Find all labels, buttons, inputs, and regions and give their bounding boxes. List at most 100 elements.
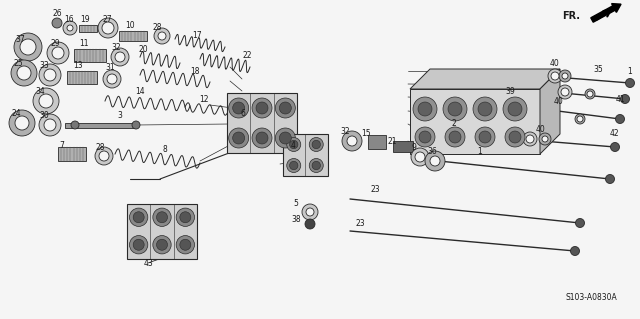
Circle shape xyxy=(99,151,109,161)
Circle shape xyxy=(312,161,321,170)
Circle shape xyxy=(9,110,35,136)
Circle shape xyxy=(176,208,195,226)
Text: 8: 8 xyxy=(163,145,168,153)
Circle shape xyxy=(342,131,362,151)
Circle shape xyxy=(14,33,42,61)
Circle shape xyxy=(233,132,244,144)
Bar xyxy=(393,141,413,152)
Circle shape xyxy=(575,219,584,227)
Circle shape xyxy=(176,236,195,254)
Circle shape xyxy=(587,91,593,97)
Circle shape xyxy=(98,18,118,38)
Circle shape xyxy=(115,52,125,62)
Text: 23: 23 xyxy=(370,184,380,194)
Circle shape xyxy=(256,102,268,114)
Circle shape xyxy=(611,143,620,152)
Text: 32: 32 xyxy=(111,43,121,53)
Circle shape xyxy=(252,128,272,148)
Circle shape xyxy=(129,208,148,226)
Circle shape xyxy=(309,137,323,152)
Circle shape xyxy=(419,131,431,143)
Circle shape xyxy=(103,70,121,88)
Text: 32: 32 xyxy=(340,128,350,137)
Circle shape xyxy=(575,114,585,124)
Polygon shape xyxy=(79,25,97,32)
Text: 1: 1 xyxy=(628,66,632,76)
Circle shape xyxy=(473,97,497,121)
Text: 21: 21 xyxy=(387,137,397,145)
Circle shape xyxy=(430,156,440,166)
Circle shape xyxy=(252,98,272,118)
Text: 18: 18 xyxy=(190,68,200,77)
Text: 40: 40 xyxy=(553,97,563,106)
Circle shape xyxy=(279,102,291,114)
Text: 29: 29 xyxy=(50,39,60,48)
Text: 16: 16 xyxy=(64,16,74,25)
Circle shape xyxy=(570,247,579,256)
Text: 28: 28 xyxy=(152,24,162,33)
Circle shape xyxy=(503,97,527,121)
Text: 26: 26 xyxy=(52,9,62,18)
Circle shape xyxy=(39,64,61,86)
Circle shape xyxy=(411,148,429,166)
Circle shape xyxy=(180,239,191,250)
Text: 27: 27 xyxy=(102,14,112,24)
Circle shape xyxy=(71,121,79,129)
Text: 15: 15 xyxy=(361,130,371,138)
Circle shape xyxy=(287,137,301,152)
Circle shape xyxy=(47,42,69,64)
Circle shape xyxy=(133,239,144,250)
Bar xyxy=(65,123,135,128)
Text: 12: 12 xyxy=(199,94,209,103)
Text: 13: 13 xyxy=(73,62,83,70)
Circle shape xyxy=(425,151,445,171)
Circle shape xyxy=(158,32,166,40)
Circle shape xyxy=(625,78,634,87)
Text: 11: 11 xyxy=(79,39,89,48)
Circle shape xyxy=(15,116,29,130)
Circle shape xyxy=(129,236,148,254)
Circle shape xyxy=(621,94,630,103)
Circle shape xyxy=(95,147,113,165)
Circle shape xyxy=(542,136,548,142)
Polygon shape xyxy=(282,134,328,176)
Circle shape xyxy=(39,114,61,136)
Circle shape xyxy=(153,236,171,254)
Text: 36: 36 xyxy=(427,147,437,157)
Circle shape xyxy=(52,47,64,59)
Text: S103-A0830A: S103-A0830A xyxy=(565,293,617,301)
Bar xyxy=(368,135,386,149)
Circle shape xyxy=(132,121,140,129)
Circle shape xyxy=(107,74,117,84)
Circle shape xyxy=(44,69,56,81)
Text: 22: 22 xyxy=(243,50,252,60)
Circle shape xyxy=(228,128,249,148)
Circle shape xyxy=(577,116,583,122)
Text: 34: 34 xyxy=(35,87,45,97)
Circle shape xyxy=(508,102,522,116)
Text: 6: 6 xyxy=(241,108,245,117)
Circle shape xyxy=(306,208,314,216)
Circle shape xyxy=(63,21,77,35)
Circle shape xyxy=(539,133,551,145)
Text: 3: 3 xyxy=(118,112,122,121)
Text: 31: 31 xyxy=(105,63,115,72)
Circle shape xyxy=(478,102,492,116)
Circle shape xyxy=(111,48,129,66)
Circle shape xyxy=(445,127,465,147)
Circle shape xyxy=(418,102,432,116)
Text: 40: 40 xyxy=(535,124,545,133)
Circle shape xyxy=(448,102,462,116)
Text: 30: 30 xyxy=(39,112,49,121)
Polygon shape xyxy=(119,31,147,41)
Circle shape xyxy=(558,85,572,99)
Circle shape xyxy=(17,66,31,80)
Circle shape xyxy=(102,22,114,34)
Text: 43: 43 xyxy=(143,259,153,269)
Circle shape xyxy=(505,127,525,147)
Text: 38: 38 xyxy=(291,214,301,224)
Circle shape xyxy=(233,102,244,114)
Polygon shape xyxy=(127,204,197,258)
Text: 42: 42 xyxy=(609,130,619,138)
Circle shape xyxy=(347,136,357,146)
